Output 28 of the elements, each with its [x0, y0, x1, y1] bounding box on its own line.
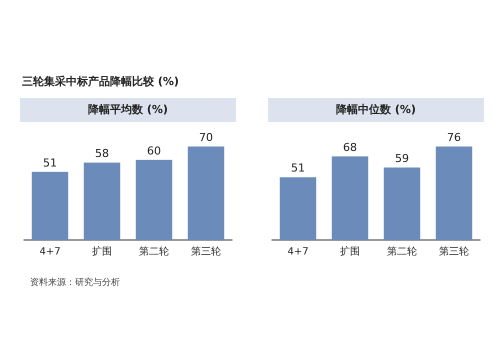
data-label: 59: [395, 152, 409, 165]
data-label: 51: [43, 156, 57, 170]
data-label: 51: [291, 162, 305, 175]
x-tick-label: 第三轮: [191, 246, 221, 258]
data-label: 60: [147, 144, 161, 158]
x-tick-label: 第二轮: [387, 246, 417, 258]
bar: [384, 167, 420, 240]
bar: [332, 156, 368, 240]
bar: [436, 146, 472, 240]
data-label: 76: [447, 130, 461, 144]
bar: [32, 172, 68, 240]
x-tick-label: 4+7: [39, 246, 61, 258]
x-tick-label: 第二轮: [139, 246, 169, 258]
data-label: 68: [343, 140, 357, 154]
bar: [280, 177, 316, 240]
x-tick-label: 4+7: [287, 246, 309, 258]
bar: [84, 162, 120, 240]
x-tick-label: 扩围: [340, 246, 360, 258]
chart-title: 降幅中位数 (%): [268, 98, 484, 122]
bar: [136, 160, 172, 240]
data-label: 70: [199, 130, 213, 144]
data-label: 58: [95, 146, 109, 160]
text: 资料来源：研究与分析: [30, 276, 120, 289]
x-tick-label: 第三轮: [439, 246, 469, 258]
text: 三轮集采中标产品降幅比较 (%): [22, 74, 179, 89]
chart-title: 降幅平均数 (%): [20, 98, 236, 122]
x-tick-label: 扩围: [92, 246, 112, 258]
bar: [188, 146, 224, 240]
